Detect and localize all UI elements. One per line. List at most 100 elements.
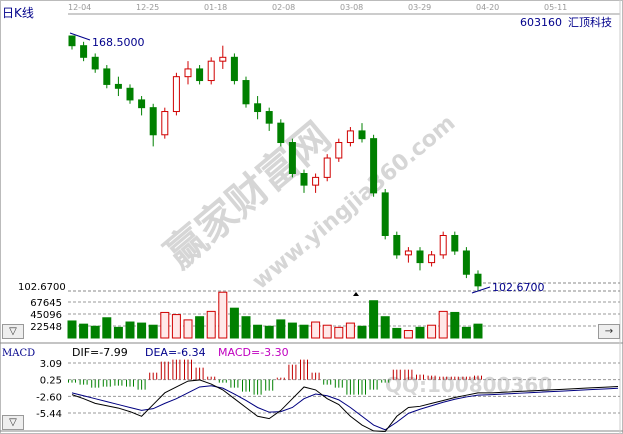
candle-down [254, 103, 262, 113]
volume-bar-down [67, 320, 77, 339]
volume-bar-down [461, 326, 471, 339]
volume-bar-up [345, 322, 355, 339]
candle-up [219, 56, 227, 62]
scroll-right-button[interactable]: → [598, 324, 620, 339]
macd-tick-label: -5.44 [36, 409, 62, 420]
candle-down [114, 83, 122, 89]
date-tick-label: 12-25 [136, 3, 159, 12]
volume-bar-up [171, 314, 181, 339]
high-annotation-line [69, 32, 91, 41]
date-tick-label: 05-11 [544, 3, 567, 12]
volume-tick-label: 67645 [30, 298, 62, 309]
volume-bar-down [90, 325, 100, 339]
date-tick-label: 04-20 [476, 3, 499, 12]
period-label: 日K线 [2, 6, 34, 20]
candle-down [416, 250, 424, 264]
volume-bar-up [438, 310, 448, 339]
volume-bar-down [357, 325, 367, 339]
max-volume-marker [353, 292, 359, 296]
candle-down [230, 56, 238, 82]
volume-bar-down [473, 323, 483, 339]
date-tick-label: 12-04 [68, 3, 91, 12]
candle-up [161, 111, 169, 136]
volume-bar-down [79, 323, 89, 339]
volume-bar-down [392, 327, 402, 339]
volume-bar-down [125, 321, 135, 339]
volume-tick-label: 45096 [30, 310, 62, 321]
volume-bar-down [369, 300, 379, 339]
volume-bar-down [380, 316, 390, 339]
macd-tick-label: 0.25 [40, 376, 62, 387]
volume-bar-down [137, 322, 147, 339]
volume-bar-down [415, 326, 425, 339]
volume-bar-up [160, 311, 170, 339]
dif-line [71, 379, 619, 433]
candle-down [68, 35, 76, 47]
volume-bar-up [311, 321, 321, 339]
candle-down [149, 107, 157, 136]
candle-down [242, 80, 250, 105]
candle-up [312, 176, 320, 186]
candle-down [265, 111, 273, 124]
candle-up [346, 130, 354, 144]
collapse-macd-button[interactable]: ▽ [2, 415, 24, 430]
volume-bar-down [450, 311, 460, 339]
high-annotation: 168.5000 [92, 36, 145, 49]
candle-down [474, 273, 482, 287]
volume-bar-down [264, 325, 274, 339]
candles [68, 35, 482, 291]
volume-bar-down [276, 319, 286, 339]
dea-value: DEA=-6.34 [145, 346, 206, 359]
macd-tick-label: 3.09 [40, 359, 62, 370]
candle-up [335, 142, 343, 159]
volume-bar-down [195, 316, 205, 339]
stock-name: 汇顶科技 [568, 15, 612, 29]
macd-title: MACD [2, 348, 35, 359]
candle-up [428, 254, 436, 264]
volume-bar-down [102, 317, 112, 339]
candle-down [358, 130, 366, 140]
candle-down [277, 122, 285, 144]
candle-up [439, 234, 447, 256]
candle-down [462, 250, 470, 275]
candle-down [91, 56, 99, 70]
collapse-volume-button[interactable]: ▽ [2, 324, 24, 339]
volume-bar-down [253, 324, 263, 339]
volume-bar-up [218, 291, 228, 339]
dif-value: DIF=-7.99 [72, 346, 128, 359]
candle-down [103, 68, 111, 85]
candle-down [288, 142, 296, 175]
macd-gridlines: 3.09 0.25 -2.60 -5.44 [36, 359, 620, 420]
candle-up [323, 157, 331, 178]
volume-bars [67, 291, 483, 339]
watermark-qq: QQ:100800360 [385, 373, 552, 397]
volume-bar-down [287, 322, 297, 339]
stock-code: 603160 [520, 16, 562, 29]
volume-bar-down [241, 316, 251, 339]
volume-bar-down [299, 324, 309, 339]
macd-value: MACD=-3.30 [218, 346, 289, 359]
candle-down [370, 138, 378, 194]
date-tick-label: 03-29 [408, 3, 431, 12]
macd-histogram [68, 359, 482, 395]
volume-bar-down [148, 324, 158, 339]
volume-bar-up [403, 330, 413, 339]
candle-down [381, 192, 389, 236]
volume-bar-up [206, 310, 216, 339]
volume-bar-up [322, 324, 332, 339]
volume-bar-up [334, 326, 344, 339]
candle-down [196, 68, 204, 82]
candle-down [393, 234, 401, 256]
candle-down [80, 45, 88, 58]
volume-bar-down [113, 326, 123, 339]
candle-up [184, 68, 192, 78]
date-tick-label: 03-08 [340, 3, 363, 12]
candle-up [172, 76, 180, 113]
date-tick-label: 01-18 [204, 3, 227, 12]
candle-up [207, 60, 215, 82]
price-tick: 102.6700 [18, 282, 66, 293]
volume-tick-label: 22548 [30, 322, 62, 333]
dea-line [71, 385, 619, 431]
